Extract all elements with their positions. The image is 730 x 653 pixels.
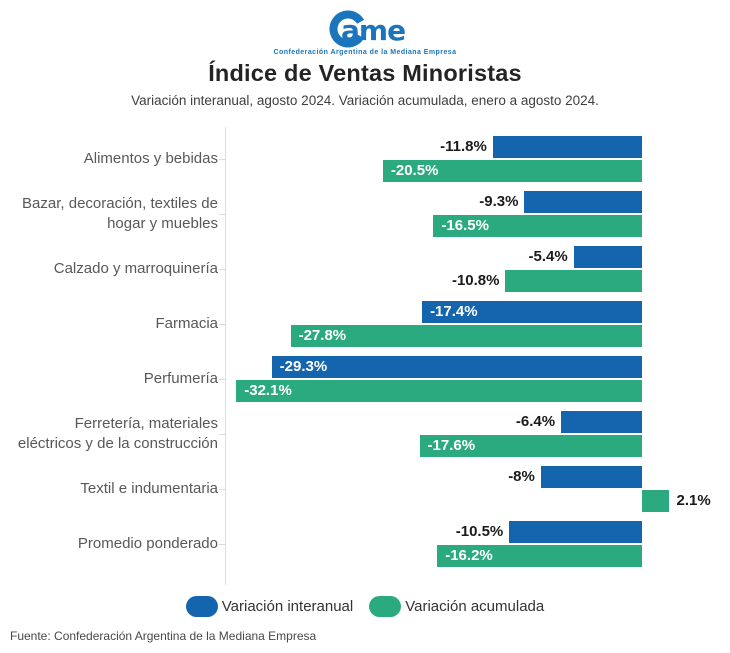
value-label: -9.3% (479, 193, 519, 210)
legend-item-interanual: Variación interanual (185, 596, 354, 617)
plot-area: Alimentos y bebidas -11.8% -20.5% Bazar, de… (0, 125, 730, 587)
value-label: -20.5% (390, 162, 439, 179)
value-label: -32.1% (244, 382, 292, 399)
category-label: Alimentos y bebidas (83, 150, 218, 167)
axis-tick (219, 379, 225, 380)
source-note: Fuente: Confederación Argentina de la Me… (10, 629, 317, 643)
bar-variacion-interanual: -10.5% (456, 521, 642, 543)
axis-tick (219, 159, 225, 160)
bar-variacion-interanual: -5.4% (529, 246, 642, 268)
value-label: -11.8% (440, 138, 487, 155)
bar-variacion-interanual: -8% (508, 466, 642, 488)
bar-variacion-acumulada: -16.5% (433, 215, 642, 237)
value-label: -17.4% (430, 303, 478, 320)
value-label: 2.1% (676, 492, 711, 509)
value-label: -5.4% (528, 248, 568, 265)
legend-swatch-acumulada-icon (369, 596, 402, 617)
category-label: Calzado y marroquinería (53, 260, 218, 277)
bar-variacion-interanual: -11.8% (440, 136, 642, 158)
value-label: -27.8% (298, 327, 347, 344)
legend-swatch-interanual-icon (185, 596, 218, 617)
bar-variacion-acumulada: -10.8% (452, 270, 642, 292)
category-label: Perfumería (143, 370, 218, 387)
bar-variacion-acumulada: -20.5% (382, 160, 642, 182)
came-logo-subtext: Confederación Argentina de la Mediana Em… (273, 49, 457, 56)
legend-label-interanual: Variación interanual (221, 598, 354, 615)
axis-tick (219, 324, 225, 325)
came-logo: ame Confederación Argentina de la Median… (0, 8, 730, 56)
bar-variacion-interanual: -17.4% (422, 301, 642, 323)
category-label: Promedio ponderado (77, 535, 218, 552)
legend-label-acumulada: Variación acumulada (405, 598, 545, 615)
value-label: -8% (508, 468, 535, 485)
value-label: -16.2% (445, 547, 493, 564)
bar-variacion-acumulada: 2.1% (642, 490, 711, 512)
category-label: Textil e indumentaria (80, 480, 218, 497)
category-label: Farmacia (155, 315, 218, 332)
axis-tick (219, 544, 225, 545)
y-axis-line (225, 127, 226, 585)
legend: Variación interanual Variación acumulada (0, 596, 730, 617)
chart-title: Índice de Ventas Minoristas (208, 60, 522, 86)
bar-variacion-acumulada: -27.8% (290, 325, 642, 347)
axis-tick (219, 434, 225, 435)
value-label: -10.8% (451, 272, 500, 289)
category-label: Bazar, decoración, textiles de hogar y mu… (22, 195, 218, 232)
value-label: -6.4% (515, 413, 556, 430)
category-label: Ferretería, materiales eléctricos y de la… (17, 415, 218, 452)
value-label: -16.5% (441, 217, 489, 234)
legend-item-acumulada: Variación acumulada (369, 596, 544, 617)
came-logo-mark: ame (329, 10, 406, 48)
value-label: -17.6% (427, 437, 476, 454)
value-label: -10.5% (455, 523, 504, 540)
bar-variacion-interanual: -9.3% (479, 191, 642, 213)
bar-variacion-acumulada: -17.6% (419, 435, 642, 457)
bar-variacion-acumulada: -16.2% (437, 545, 642, 567)
bar-variacion-acumulada: -32.1% (236, 380, 642, 402)
came-logo-text: ame (341, 14, 405, 47)
value-label: -29.3% (279, 358, 328, 375)
bar-variacion-interanual: -29.3% (271, 356, 642, 378)
axis-tick (219, 214, 225, 215)
bar-variacion-interanual: -6.4% (516, 411, 642, 433)
chart-subtitle: Variación interanual, agosto 2024. Varia… (131, 93, 599, 108)
axis-tick (219, 489, 225, 490)
axis-tick (219, 269, 225, 270)
